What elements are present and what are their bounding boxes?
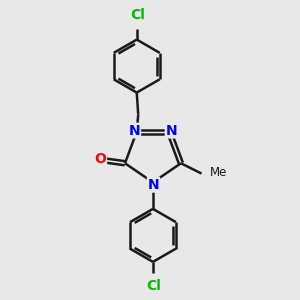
Text: N: N bbox=[129, 124, 140, 138]
Text: Cl: Cl bbox=[130, 8, 145, 22]
Text: O: O bbox=[94, 152, 106, 167]
Text: N: N bbox=[166, 124, 177, 138]
Text: Me: Me bbox=[210, 167, 227, 179]
Text: Cl: Cl bbox=[146, 279, 161, 293]
Text: N: N bbox=[148, 178, 159, 192]
